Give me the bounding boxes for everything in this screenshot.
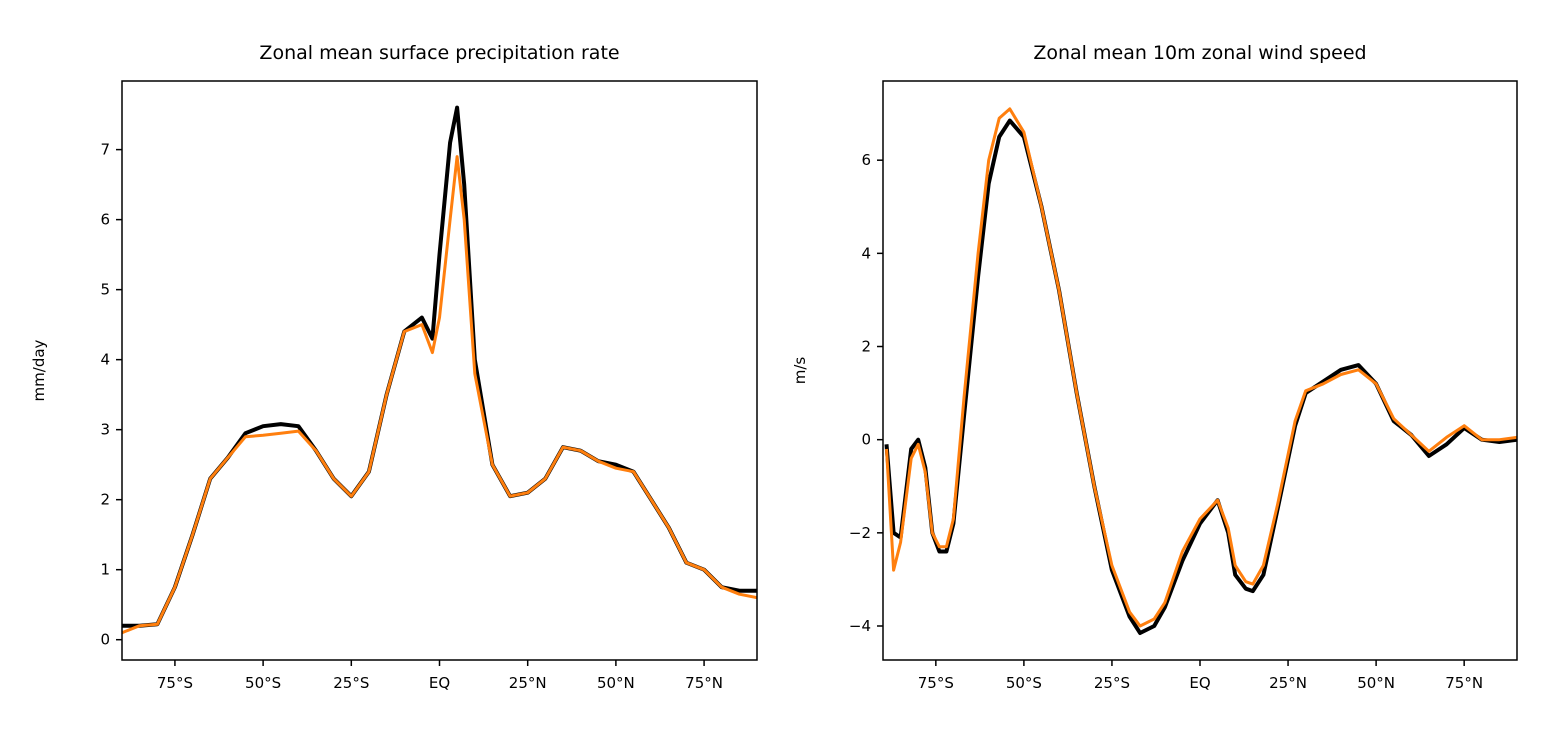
y-tick-label: 2 (100, 491, 110, 509)
series-line (122, 105, 757, 628)
y-tick-label: 3 (100, 421, 110, 439)
y-axis-label: mm/day (30, 339, 48, 401)
x-tick-label: 50°N (597, 674, 635, 692)
x-tick-label: 50°N (1357, 674, 1395, 692)
y-axis-label: m/s (791, 357, 809, 385)
x-tick-label: 75°S (918, 674, 954, 692)
y-tick-label: 4 (100, 351, 110, 369)
series-line (885, 107, 1517, 628)
y-tick-label: 5 (100, 281, 110, 299)
x-tick-label: 25°S (1094, 674, 1130, 692)
y-tick-label: 0 (100, 631, 110, 649)
y-tick-label: −4 (849, 617, 871, 635)
x-tick-label: 50°S (1006, 674, 1042, 692)
x-tick-label: EQ (1189, 674, 1210, 692)
x-tick-label: 75°S (157, 674, 193, 692)
x-tick-label: 75°N (1445, 674, 1483, 692)
x-tick-label: 75°N (685, 674, 723, 692)
y-tick-label: 2 (861, 338, 871, 356)
axes-frame (882, 80, 1518, 661)
series-line (122, 155, 757, 635)
x-tick-label: 50°S (245, 674, 281, 692)
chart-title: Zonal mean surface precipitation rate (259, 42, 619, 64)
y-tick-label: −2 (849, 524, 871, 542)
x-tick-label: 25°S (333, 674, 369, 692)
y-tick-label: 6 (100, 211, 110, 229)
y-tick-label: 1 (100, 561, 110, 579)
y-tick-label: 7 (100, 141, 110, 159)
axes-frame (121, 80, 758, 661)
y-tick-label: 0 (861, 431, 871, 449)
chart-title: Zonal mean 10m zonal wind speed (1033, 42, 1366, 64)
y-tick-label: 4 (861, 244, 871, 262)
x-tick-label: EQ (429, 674, 450, 692)
y-tick-label: 6 (861, 151, 871, 169)
series-line (884, 118, 1517, 635)
x-tick-label: 25°N (509, 674, 547, 692)
x-tick-label: 25°N (1269, 674, 1307, 692)
